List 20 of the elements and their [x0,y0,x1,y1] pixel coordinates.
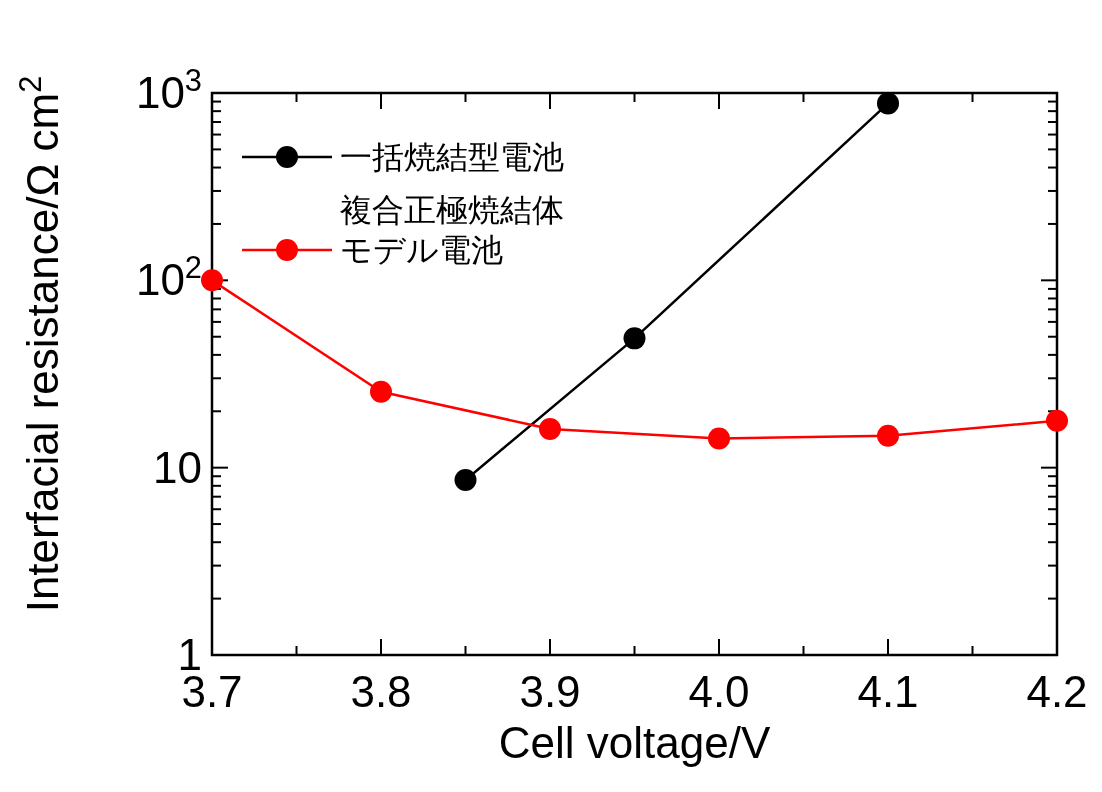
legend-label: 複合正極焼結体モデル電池 [340,192,564,268]
y-tick-label: 10$^{3}$ [135,62,202,117]
point [539,417,561,440]
point [1046,409,1068,432]
x-tick-label: 3.9 [519,667,581,716]
y-tick-label: 10$^{2}$ [135,249,202,305]
point [370,380,392,403]
point [877,424,899,447]
x-tick-label: 4.1 [857,667,919,716]
point [877,92,899,115]
point [623,327,646,350]
x-axis-title: Cell voltage/V [498,718,771,767]
x-tick-label: 4.0 [688,667,750,716]
point [708,427,730,450]
x-tick-label: 3.8 [350,667,412,716]
legend-label: 一括焼結型電池 [340,139,564,175]
x-tick-label: 4.2 [1026,667,1088,716]
point [201,269,223,292]
y-tick-label: 10 [153,442,202,492]
point [454,468,477,491]
